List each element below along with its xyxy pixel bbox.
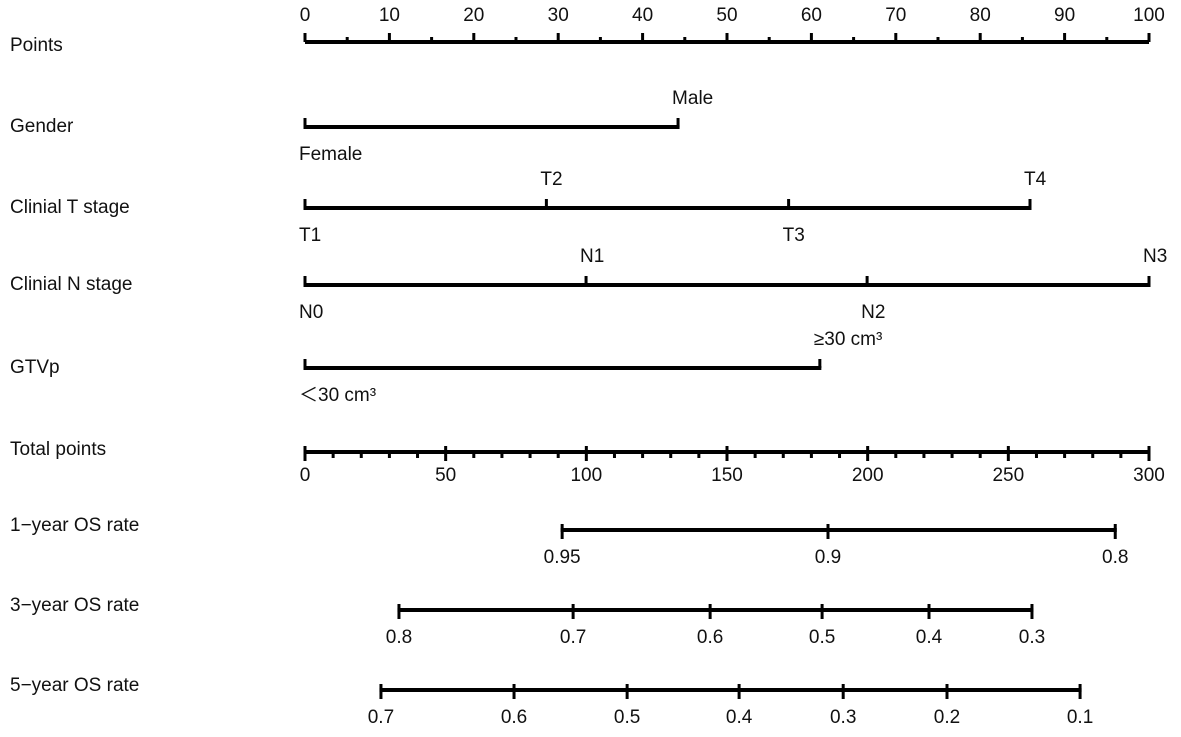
row-label: 1−year OS rate <box>10 515 139 536</box>
tick-label: 50 <box>435 465 456 486</box>
tick-label: 0.6 <box>501 707 527 728</box>
tick-label: 0 <box>300 465 311 486</box>
level-label: T1 <box>299 225 321 246</box>
tick-label: 80 <box>970 5 991 26</box>
tick-label: 0.8 <box>386 627 412 648</box>
tick-label: 0.3 <box>1019 627 1045 648</box>
tick-label: 40 <box>632 5 653 26</box>
row-label: 3−year OS rate <box>10 595 139 616</box>
tick-label: 10 <box>379 5 400 26</box>
tick-label: 200 <box>852 465 884 486</box>
tick-label: 0.5 <box>809 627 835 648</box>
tick-label: 70 <box>885 5 906 26</box>
row-label: Clinial T stage <box>10 197 130 218</box>
tick-label: 0.6 <box>697 627 723 648</box>
tick-label: 0.4 <box>916 627 943 648</box>
tick-label: 0.1 <box>1067 707 1093 728</box>
tick-label: 0.2 <box>934 707 960 728</box>
tick-label: 50 <box>716 5 737 26</box>
tick-label: 0 <box>300 5 311 26</box>
row-label: 5−year OS rate <box>10 675 139 696</box>
level-label: N3 <box>1143 246 1167 267</box>
level-label: N1 <box>580 246 604 267</box>
level-label: ＜30 cm³ <box>299 385 376 406</box>
row-label: Total points <box>10 439 106 460</box>
tick-label: 250 <box>992 465 1024 486</box>
tick-label: 300 <box>1133 465 1165 486</box>
tick-label: 0.3 <box>830 707 856 728</box>
row-label: GTVp <box>10 357 60 378</box>
level-label: N0 <box>299 302 323 323</box>
tick-label: 0.7 <box>560 627 586 648</box>
tick-label: 150 <box>711 465 743 486</box>
tick-label: 100 <box>1133 5 1165 26</box>
tick-label: 0.8 <box>1102 547 1128 568</box>
row-label: Points <box>10 35 63 56</box>
level-label: Female <box>299 144 362 165</box>
tick-label: 60 <box>801 5 822 26</box>
tick-label: 90 <box>1054 5 1075 26</box>
level-label: T4 <box>1024 169 1047 190</box>
tick-label: 100 <box>570 465 602 486</box>
tick-label: 0.5 <box>614 707 640 728</box>
level-label: ≥30 cm³ <box>814 329 883 350</box>
row-label: Clinial N stage <box>10 274 133 295</box>
tick-label: 0.9 <box>815 547 841 568</box>
tick-label: 0.4 <box>726 707 753 728</box>
level-label: Male <box>672 88 713 109</box>
level-label: T3 <box>783 225 805 246</box>
level-label: N2 <box>861 302 885 323</box>
level-label: T2 <box>540 169 562 190</box>
row-label: Gender <box>10 116 74 137</box>
tick-label: 30 <box>548 5 569 26</box>
tick-label: 0.7 <box>368 707 394 728</box>
tick-label: 0.95 <box>544 547 581 568</box>
tick-label: 20 <box>463 5 484 26</box>
